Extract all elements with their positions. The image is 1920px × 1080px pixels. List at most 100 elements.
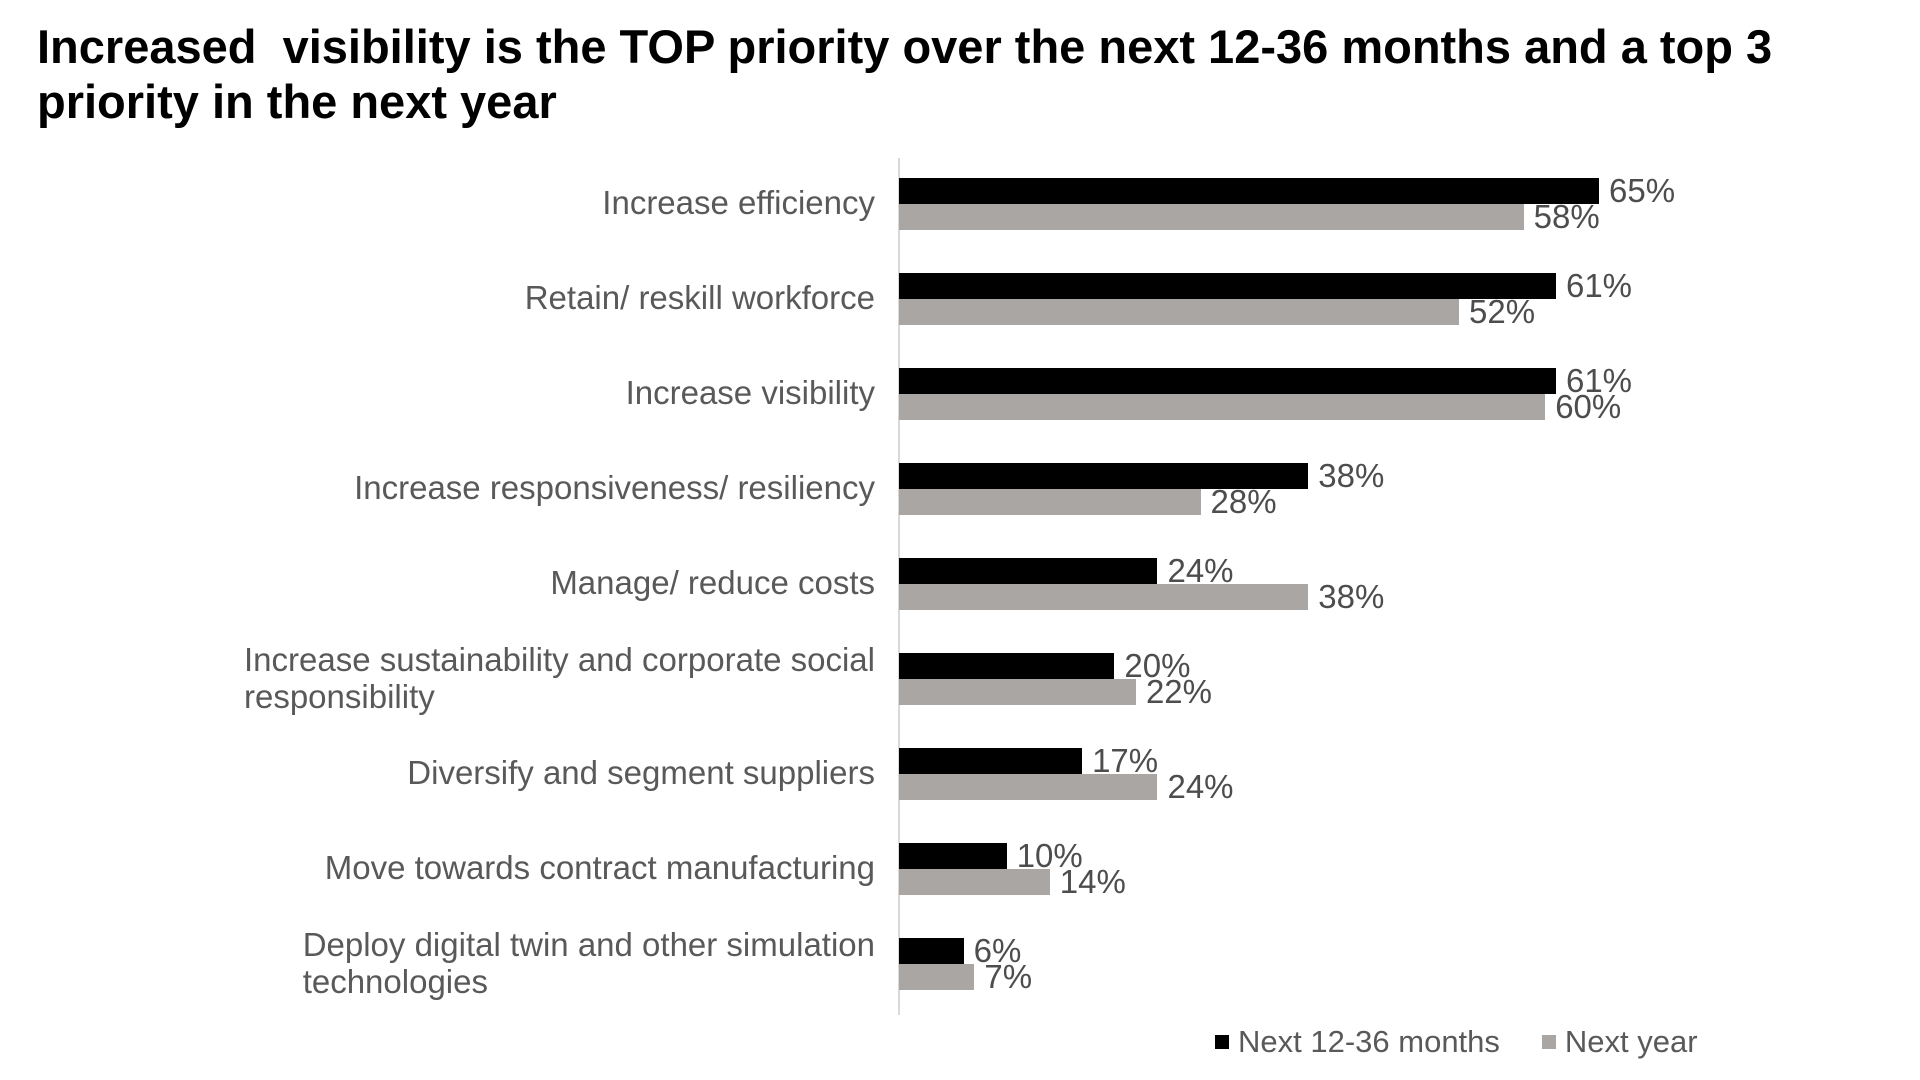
bar-group: 61% 60% <box>899 364 1632 423</box>
bar-line: 6% <box>899 934 1032 967</box>
bar-next-year <box>899 393 1546 420</box>
bar-next-year <box>899 773 1158 800</box>
category-label-text: Increase sustainability and corporate so… <box>243 641 875 715</box>
bar-row: Deploy digital twin and other simulation… <box>0 916 1920 1011</box>
bar-group: 24% 38% <box>899 554 1384 613</box>
category-label-text: Move towards contract manufacturing <box>324 849 875 887</box>
bar-line: 60% <box>899 390 1632 423</box>
bar-row: Manage/ reduce costs 24% 38% <box>0 536 1920 631</box>
category-label: Manage/ reduce costs <box>0 564 899 602</box>
bar-next-12-36-months <box>899 557 1158 584</box>
bar-row: Increase visibility 61% 60% <box>0 346 1920 441</box>
bar-next-12-36-months <box>899 462 1309 489</box>
value-label: 60% <box>1555 388 1622 425</box>
value-label: 28% <box>1210 483 1277 520</box>
bar-next-year <box>899 488 1201 515</box>
bar-group: 38% 28% <box>899 459 1384 518</box>
bar-group: 61% 52% <box>899 269 1632 328</box>
value-label: 24% <box>1167 768 1234 805</box>
bar-group: 65% 58% <box>899 174 1675 233</box>
value-label: 58% <box>1533 198 1600 235</box>
bar-group: 20% 22% <box>899 649 1212 708</box>
legend-label-next-year: Next year <box>1564 1024 1698 1059</box>
legend-label-next-12-36-months: Next 12-36 months <box>1238 1024 1500 1059</box>
value-label: 7% <box>984 958 1033 995</box>
bar-row: Move towards contract manufacturing 10% 14… <box>0 821 1920 916</box>
bar-next-year <box>899 583 1309 610</box>
bar-next-year <box>899 203 1524 230</box>
bar-row: Increase responsiveness/ resiliency 38% 28… <box>0 441 1920 536</box>
value-label: 20% <box>1124 647 1191 684</box>
bar-next-12-36-months <box>899 747 1083 774</box>
bar-chart: Increase efficiency 65% 58% Retain/ reskill… <box>0 156 1920 1011</box>
bar-row: Increase efficiency 65% 58% <box>0 156 1920 251</box>
bar-line: 61% <box>899 269 1632 302</box>
bar-next-year <box>899 298 1460 325</box>
category-label-text: Increase responsiveness/ resiliency <box>354 469 875 507</box>
bar-line: 17% <box>899 744 1234 777</box>
category-label: Move towards contract manufacturing <box>0 849 899 887</box>
value-label: 65% <box>1609 172 1676 209</box>
bar-next-12-36-months <box>899 367 1556 394</box>
legend-item-next-12-36-months: Next 12-36 months <box>1215 1026 1500 1057</box>
bar-line: 20% <box>899 649 1212 682</box>
bar-line: 7% <box>899 960 1032 993</box>
bar-chart-rows: Increase efficiency 65% 58% Retain/ reskill… <box>0 156 1920 1011</box>
value-label: 61% <box>1565 267 1633 304</box>
bar-line: 58% <box>899 200 1675 233</box>
category-label: Diversify and segment suppliers <box>0 754 899 792</box>
bar-line: 52% <box>899 295 1632 328</box>
bar-next-12-36-months <box>899 937 964 964</box>
category-label-text: Diversify and segment suppliers <box>407 754 875 792</box>
category-label-text: Manage/ reduce costs <box>550 564 875 602</box>
value-label: 14% <box>1059 863 1126 900</box>
value-label: 22% <box>1145 673 1212 710</box>
legend: Next 12-36 months Next year <box>1215 1026 1698 1057</box>
bar-row: Diversify and segment suppliers 17% 24% <box>0 726 1920 821</box>
value-label: 52% <box>1469 293 1536 330</box>
bar-next-12-36-months <box>899 177 1600 204</box>
legend-item-next-year: Next year <box>1541 1024 1698 1059</box>
bar-line: 10% <box>899 839 1126 872</box>
value-label: 24% <box>1167 552 1234 589</box>
bar-next-12-36-months <box>899 272 1556 299</box>
category-label-text: Increase visibility <box>625 374 875 412</box>
bar-line: 61% <box>899 364 1632 397</box>
legend-swatch-black-icon <box>1215 1034 1229 1049</box>
bar-line: 65% <box>899 174 1675 207</box>
value-label: 61% <box>1565 362 1633 399</box>
bar-line: 24% <box>899 554 1384 587</box>
legend-swatch-gray-icon <box>1541 1034 1556 1049</box>
bar-next-year <box>899 678 1136 705</box>
category-label: Increase responsiveness/ resiliency <box>0 469 899 507</box>
category-label: Deploy digital twin and other simulation… <box>0 927 899 1000</box>
category-label-text: Retain/ reskill workforce <box>524 279 875 317</box>
bar-line: 14% <box>899 865 1126 898</box>
bar-next-year <box>899 963 975 990</box>
value-label: 6% <box>973 932 1022 969</box>
category-label-text: Deploy digital twin and other simulation… <box>302 926 875 1000</box>
bar-row: Retain/ reskill workforce 61% 52% <box>0 251 1920 346</box>
bar-next-12-36-months <box>899 652 1115 679</box>
bar-group: 10% 14% <box>899 839 1126 898</box>
bar-line: 38% <box>899 580 1384 613</box>
value-label: 17% <box>1092 742 1159 779</box>
bar-row: Increase sustainability and corporate so… <box>0 631 1920 726</box>
value-label: 38% <box>1318 578 1385 615</box>
bar-group: 17% 24% <box>899 744 1234 803</box>
bar-next-year <box>899 868 1050 895</box>
chart-title: Increased visibility is the TOP priority… <box>37 20 1786 128</box>
bar-line: 22% <box>899 675 1212 708</box>
category-label: Increase sustainability and corporate so… <box>0 642 899 715</box>
category-label-text: Increase efficiency <box>602 184 875 222</box>
category-label: Increase visibility <box>0 374 899 412</box>
value-label: 38% <box>1318 457 1385 494</box>
bar-line: 28% <box>899 485 1384 518</box>
bar-next-12-36-months <box>899 842 1007 869</box>
bar-line: 24% <box>899 770 1234 803</box>
bar-line: 38% <box>899 459 1384 492</box>
value-label: 10% <box>1016 837 1083 874</box>
category-label: Increase efficiency <box>0 184 899 222</box>
category-label: Retain/ reskill workforce <box>0 279 899 317</box>
bar-group: 6% 7% <box>899 934 1032 993</box>
